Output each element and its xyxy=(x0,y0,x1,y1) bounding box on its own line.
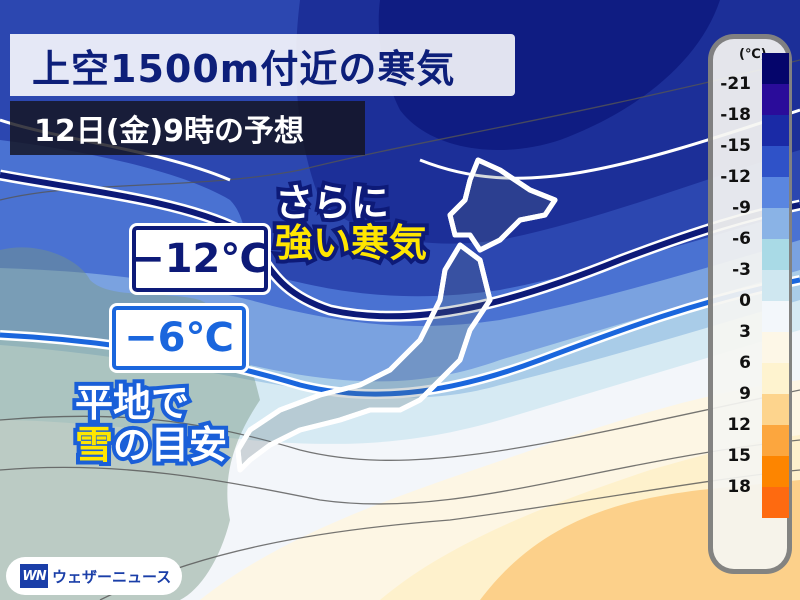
forecast-time: 12日(金)9時の予想 xyxy=(34,114,305,149)
legend-swatch xyxy=(762,84,789,115)
legend-label: -18 xyxy=(720,105,751,125)
legend-label: -3 xyxy=(732,260,751,280)
color-legend: (℃) -21 -18 -15 -12 -9 -6 -3 0 3 6 9 12 15 18 xyxy=(708,34,792,574)
legend-unit: (℃) xyxy=(739,47,767,62)
subtitle-banner: 12日(金)9時の予想 xyxy=(10,101,365,155)
legend-swatch xyxy=(762,363,789,394)
legend-label: -15 xyxy=(720,136,751,156)
legend-swatch xyxy=(762,394,789,425)
legend-swatch xyxy=(762,239,789,270)
legend-color-bar xyxy=(762,53,789,518)
legend-label: -9 xyxy=(732,198,751,218)
legend-label: 15 xyxy=(727,446,751,466)
plain-snow-line1: 平地で xyxy=(71,378,193,428)
minus6-label: −6℃ xyxy=(112,306,246,370)
page-title: 上空1500m付近の寒気 xyxy=(32,46,456,91)
legend-label: 0 xyxy=(739,291,751,311)
stronger-cold-line1: さらに xyxy=(271,178,393,228)
isotherm-minus12 xyxy=(0,169,800,322)
weathernews-logo: WN ウェザーニュース xyxy=(6,557,182,595)
legend-swatch xyxy=(762,301,789,332)
title-banner: 上空1500m付近の寒気 xyxy=(10,34,515,96)
legend-swatch xyxy=(762,115,789,146)
legend-swatch xyxy=(762,487,789,518)
minus12-label: −12℃ xyxy=(131,226,269,292)
legend-swatch xyxy=(762,208,789,239)
legend-label: -12 xyxy=(720,167,751,187)
legend-swatch xyxy=(762,456,789,487)
legend-swatch xyxy=(762,425,789,456)
japan-coastline xyxy=(235,157,558,473)
legend-swatch xyxy=(762,53,789,84)
logo-text: ウェザーニュース xyxy=(52,567,172,586)
snow-word: 雪 xyxy=(71,420,117,470)
legend-swatch xyxy=(762,177,789,208)
legend-label: 9 xyxy=(739,384,751,404)
legend-swatch xyxy=(762,332,789,363)
stronger-cold-line2: 強い寒気 xyxy=(271,218,431,268)
plain-snow-line2: 雪の目安 xyxy=(71,420,231,470)
legend-swatch xyxy=(762,146,789,177)
legend-swatch xyxy=(762,270,789,301)
guideline-word: の目安 xyxy=(109,420,231,470)
legend-label: 3 xyxy=(739,322,751,342)
legend-label: -21 xyxy=(720,74,751,94)
legend-label: 18 xyxy=(727,477,751,497)
wn-logo-mark: WN xyxy=(20,564,48,588)
legend-label: -6 xyxy=(732,229,751,249)
legend-label: 6 xyxy=(739,353,751,373)
legend-label: 12 xyxy=(727,415,751,435)
